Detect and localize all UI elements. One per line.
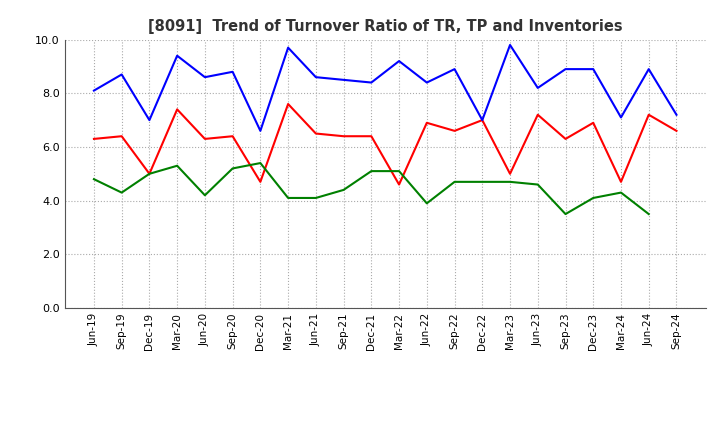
Trade Receivables [117, 134, 126, 139]
Trade Receivables [505, 171, 514, 176]
Inventories [89, 176, 98, 182]
Inventories [505, 179, 514, 184]
Trade Payables [534, 85, 542, 91]
Inventories [312, 195, 320, 201]
Trade Payables [616, 115, 625, 120]
Inventories [644, 211, 653, 216]
Trade Receivables [173, 107, 181, 112]
Trade Receivables [616, 179, 625, 184]
Trade Payables [145, 117, 154, 123]
Inventories [367, 169, 376, 174]
Inventories [201, 193, 210, 198]
Trade Payables [339, 77, 348, 82]
Trade Payables [395, 59, 403, 64]
Inventories [534, 182, 542, 187]
Trade Payables [312, 74, 320, 80]
Trade Payables [423, 80, 431, 85]
Trade Receivables [339, 134, 348, 139]
Inventories [616, 190, 625, 195]
Trade Payables [284, 45, 292, 50]
Trade Receivables [256, 179, 265, 184]
Trade Receivables [450, 128, 459, 133]
Trade Payables [367, 80, 376, 85]
Trade Payables [117, 72, 126, 77]
Trade Receivables [534, 112, 542, 117]
Trade Receivables [89, 136, 98, 142]
Trade Receivables [478, 117, 487, 123]
Inventories [450, 179, 459, 184]
Trade Payables [644, 66, 653, 72]
Trade Receivables [423, 120, 431, 125]
Inventories [145, 171, 154, 176]
Trade Receivables [228, 134, 237, 139]
Trade Receivables [589, 120, 598, 125]
Trade Receivables [284, 101, 292, 106]
Inventories [395, 169, 403, 174]
Line: Trade Payables: Trade Payables [94, 45, 677, 131]
Inventories [561, 211, 570, 216]
Trade Payables [672, 112, 681, 117]
Trade Payables [201, 74, 210, 80]
Inventories [228, 166, 237, 171]
Trade Receivables [561, 136, 570, 142]
Trade Payables [89, 88, 98, 93]
Trade Receivables [367, 134, 376, 139]
Line: Inventories: Inventories [94, 163, 649, 214]
Trade Payables [589, 66, 598, 72]
Inventories [423, 201, 431, 206]
Inventories [589, 195, 598, 201]
Trade Receivables [672, 128, 681, 133]
Trade Payables [505, 42, 514, 48]
Inventories [117, 190, 126, 195]
Title: [8091]  Trend of Turnover Ratio of TR, TP and Inventories: [8091] Trend of Turnover Ratio of TR, TP… [148, 19, 623, 34]
Trade Receivables [644, 112, 653, 117]
Inventories [173, 163, 181, 169]
Line: Trade Receivables: Trade Receivables [94, 104, 677, 184]
Inventories [284, 195, 292, 201]
Trade Receivables [201, 136, 210, 142]
Inventories [339, 187, 348, 193]
Trade Payables [450, 66, 459, 72]
Trade Payables [256, 128, 265, 133]
Trade Payables [173, 53, 181, 59]
Trade Receivables [312, 131, 320, 136]
Trade Receivables [395, 182, 403, 187]
Trade Payables [228, 69, 237, 74]
Trade Receivables [145, 171, 154, 176]
Trade Payables [561, 66, 570, 72]
Inventories [478, 179, 487, 184]
Inventories [256, 161, 265, 166]
Trade Payables [478, 117, 487, 123]
